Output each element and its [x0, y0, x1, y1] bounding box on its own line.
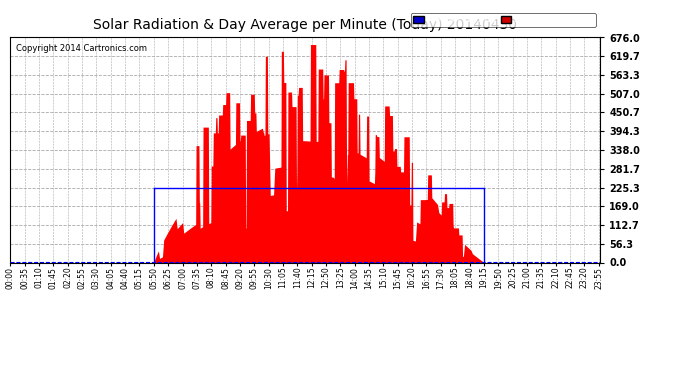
Text: Copyright 2014 Cartronics.com: Copyright 2014 Cartronics.com [17, 44, 147, 53]
Title: Solar Radiation & Day Average per Minute (Today) 20140430: Solar Radiation & Day Average per Minute… [93, 18, 518, 32]
Legend: Median (W/m2), Radiation (W/m2): Median (W/m2), Radiation (W/m2) [411, 13, 595, 27]
